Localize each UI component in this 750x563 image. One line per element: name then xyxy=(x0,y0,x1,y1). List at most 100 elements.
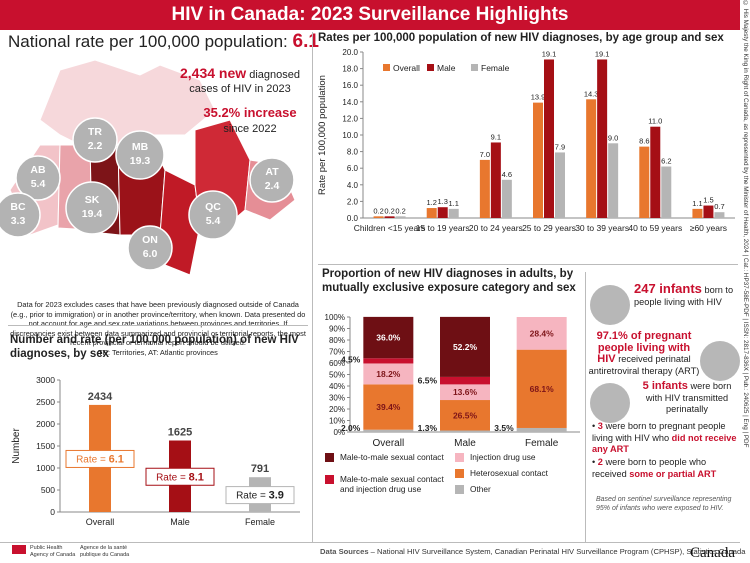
bar xyxy=(650,126,661,218)
abbreviations: TR: Territories, AT: Atlantic provinces xyxy=(98,347,218,357)
rate-value: 8.1 xyxy=(189,471,204,483)
agency-en: Public Health Agency of Canada xyxy=(30,545,76,558)
region-name: ON xyxy=(142,234,158,246)
data-label: 2.0% xyxy=(341,423,361,433)
region-name: AT xyxy=(265,166,279,178)
y-tick-label: 0% xyxy=(333,428,345,437)
divider xyxy=(0,542,740,543)
bar xyxy=(639,146,650,218)
y-tick-label: 2.0 xyxy=(347,197,359,206)
bar xyxy=(384,216,395,218)
x-tick-label: Female xyxy=(525,438,559,449)
bar-segment xyxy=(516,427,567,432)
bullet: • 2 were born to people who received som… xyxy=(592,457,717,479)
bar xyxy=(586,99,597,218)
region-bubble xyxy=(72,117,118,163)
x-tick-label: Children <15 years xyxy=(354,223,426,233)
legend-label: Male xyxy=(437,63,456,73)
infants-born-text: born to people living with HIV xyxy=(634,285,734,307)
divider xyxy=(585,272,586,542)
data-label: 0.2 xyxy=(384,206,394,215)
x-tick-label: 25 to 29 years xyxy=(522,223,576,233)
rate-value: 6.1 xyxy=(109,453,124,465)
chart: 0% 10% 20% 30% 40% 50% 60% 70% 80% 90% 100% Overall… xyxy=(325,313,580,449)
bullet-value: 2 xyxy=(597,457,603,467)
data-label: 19.1 xyxy=(542,49,557,58)
bar-segment xyxy=(440,316,490,377)
x-tick-label: Female xyxy=(245,517,275,527)
increase-value: 35.2% increase xyxy=(203,105,297,120)
data-sources-label: Data Sources xyxy=(320,547,369,556)
y-tick-label: 6.0 xyxy=(347,164,359,173)
legend-swatch xyxy=(455,469,464,478)
bar xyxy=(479,159,490,218)
y-tick-label: 16.0 xyxy=(342,81,358,90)
y-tick-label: 50% xyxy=(329,371,345,380)
bar xyxy=(692,208,703,218)
data-label: 1.3% xyxy=(418,423,438,433)
data-label: 26.5% xyxy=(453,410,478,420)
bar xyxy=(437,207,448,218)
infants-hiv-value: 5 infants xyxy=(642,380,688,392)
y-tick-label: 1500 xyxy=(36,441,55,451)
logo: Public Health Agency of Canada Agence de … xyxy=(12,545,140,558)
x-tick-label: 40 to 59 years xyxy=(628,223,682,233)
data-label: 9.0 xyxy=(608,133,618,142)
bullet-emphasis: some or partial ART xyxy=(629,468,717,479)
region-name: MB xyxy=(132,141,149,153)
chart: 0 500 1000 1500 2000 2500 3000 Number Overall 243… xyxy=(11,375,300,527)
rate-label: Rate = 3.9 xyxy=(236,490,284,502)
data-label: 1.1 xyxy=(692,199,702,208)
wordmark: Canada xyxy=(690,545,735,561)
data-label: 52.2% xyxy=(453,342,478,352)
data-label: 36.0% xyxy=(376,333,401,343)
region-name: BC xyxy=(10,201,26,213)
art-received: 97.1% of pregnant people living with HIV… xyxy=(588,330,700,377)
bar xyxy=(426,208,437,218)
data-label: 14.3 xyxy=(584,89,599,98)
region-rate: 19.3 xyxy=(130,155,151,167)
bar xyxy=(597,59,608,218)
bar xyxy=(501,179,512,218)
legend-item: Other xyxy=(455,484,580,494)
data-label: 0.2 xyxy=(395,206,405,215)
icon-pregnant xyxy=(590,285,630,325)
flag xyxy=(12,545,26,554)
bar xyxy=(373,216,384,218)
region-name: QC xyxy=(205,201,221,213)
data-sources-text: – National HIV Surveillance System, Cana… xyxy=(370,547,746,556)
bar xyxy=(490,142,501,218)
y-tick-label: 0 xyxy=(50,507,55,517)
data-label: 0.7 xyxy=(714,202,724,211)
y-tick-label: 10.0 xyxy=(342,131,358,140)
y-tick-label: 1000 xyxy=(36,463,55,473)
x-tick-label: 20 to 24 years xyxy=(469,223,523,233)
data-label: 4.5% xyxy=(341,354,361,364)
y-tick-label: 2500 xyxy=(36,397,55,407)
legend-label: Other xyxy=(470,484,491,494)
data-label: 2434 xyxy=(88,391,113,403)
data-label: 1.3 xyxy=(437,197,447,206)
region-bubble xyxy=(0,192,41,238)
art-received-text: received perinatal antiretroviral therap… xyxy=(588,354,700,376)
region-rate: 2.4 xyxy=(265,180,280,192)
data-label: 39.4% xyxy=(376,402,401,412)
chart-title: Number and rate (per 100,000 population)… xyxy=(10,334,299,360)
legend-swatch xyxy=(427,64,434,71)
divider xyxy=(318,264,738,265)
data-label: 3.5% xyxy=(494,423,514,433)
region-name: AB xyxy=(30,164,46,176)
region-bubble xyxy=(65,181,119,235)
region-rate: 6.0 xyxy=(143,248,158,260)
bar-segment xyxy=(363,429,414,432)
rate-text: Rate = xyxy=(76,454,106,465)
region-rate: 2.2 xyxy=(88,140,103,152)
y-tick-label: 80% xyxy=(329,336,345,345)
rate-box xyxy=(145,467,215,486)
x-tick-label: 15 to 19 years xyxy=(416,223,470,233)
bullet-text: were born to pregnant people living with… xyxy=(592,421,726,443)
legend-swatch xyxy=(325,453,334,462)
side-note: © His Majesty the King in Right of Canad… xyxy=(742,0,749,448)
increase: 35.2% increase since 2022 xyxy=(195,105,305,137)
note: Data for 2023 excludes cases that have b… xyxy=(8,300,308,358)
